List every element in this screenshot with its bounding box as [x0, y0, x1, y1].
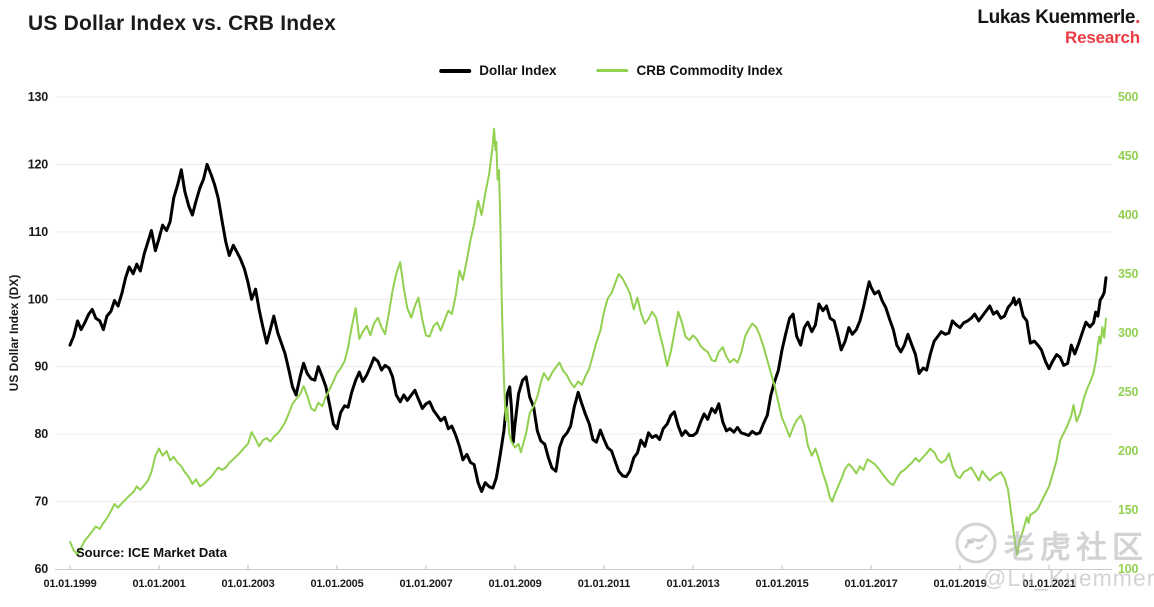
x-axis-tick-label: 01.01.1999 [43, 578, 96, 590]
left-axis-tick-label: 100 [28, 292, 49, 306]
left-axis-tick-label: 110 [28, 225, 48, 239]
brand-name: Lukas Kuemmerle. [977, 7, 1140, 28]
right-axis-tick-label: 150 [1118, 503, 1139, 517]
source-note: Source: ICE Market Data [76, 545, 227, 560]
brand-dot: . [1135, 7, 1140, 28]
x-axis-tick-label: 01.01.2003 [221, 578, 274, 590]
right-axis-tick-label: 400 [1118, 208, 1139, 222]
x-axis-tick-label: 01.01.2013 [666, 578, 719, 590]
x-axis-tick-label: 01.01.2009 [488, 578, 541, 590]
x-axis-tick-label: 01.01.2001 [132, 578, 185, 590]
left-axis-tick-label: 120 [28, 157, 49, 171]
right-axis-tick-label: 250 [1118, 385, 1139, 399]
x-axis-tick-label: 01.01.2011 [578, 578, 631, 590]
brand-logo: Lukas Kuemmerle. Research [977, 7, 1140, 47]
x-axis-tick-label: 01.01.2019 [933, 578, 986, 590]
series-line-crb-index [69, 127, 1107, 556]
legend-item-dollar-index: Dollar Index [439, 63, 557, 78]
x-axis-tick-label: 01.01.2007 [399, 578, 452, 590]
legend-label-dollar-index: Dollar Index [479, 63, 557, 78]
x-axis-tick-label: 01.01.2017 [844, 578, 897, 590]
series-line-dollar-index [68, 162, 1108, 493]
x-axis-tick-label: 01.01.2005 [310, 578, 363, 590]
left-axis-tick-label: 70 [34, 495, 48, 509]
left-axis-tick-label: 90 [34, 360, 48, 374]
right-axis-tick-label: 450 [1118, 149, 1139, 163]
right-axis-tick-label: 100 [1118, 562, 1139, 576]
right-axis-tick-label: 350 [1118, 267, 1139, 281]
right-axis-tick-label: 300 [1118, 326, 1139, 340]
legend-label-crb-index: CRB Commodity Index [636, 63, 783, 78]
left-axis-tick-label: 130 [28, 90, 49, 104]
legend-item-crb-index: CRB Commodity Index [596, 63, 783, 78]
dollar-index-line-swatch [439, 68, 472, 73]
right-axis-tick-label: 500 [1118, 90, 1139, 104]
left-axis-tick-label: 60 [34, 562, 48, 576]
x-axis-tick-label: 01.01.2021 [1022, 578, 1075, 590]
brand-subtitle: Research [1065, 27, 1140, 47]
crb-index-line-swatch [596, 69, 629, 72]
y-axis-title: US Dollar Index (DX) [7, 275, 21, 392]
legend: Dollar Index CRB Commodity Index [439, 63, 783, 78]
x-axis-tick-label: 01.01.2015 [755, 578, 808, 590]
right-axis-tick-label: 200 [1118, 444, 1139, 458]
page-title: US Dollar Index vs. CRB Index [28, 12, 337, 35]
left-axis-tick-label: 80 [34, 427, 48, 441]
